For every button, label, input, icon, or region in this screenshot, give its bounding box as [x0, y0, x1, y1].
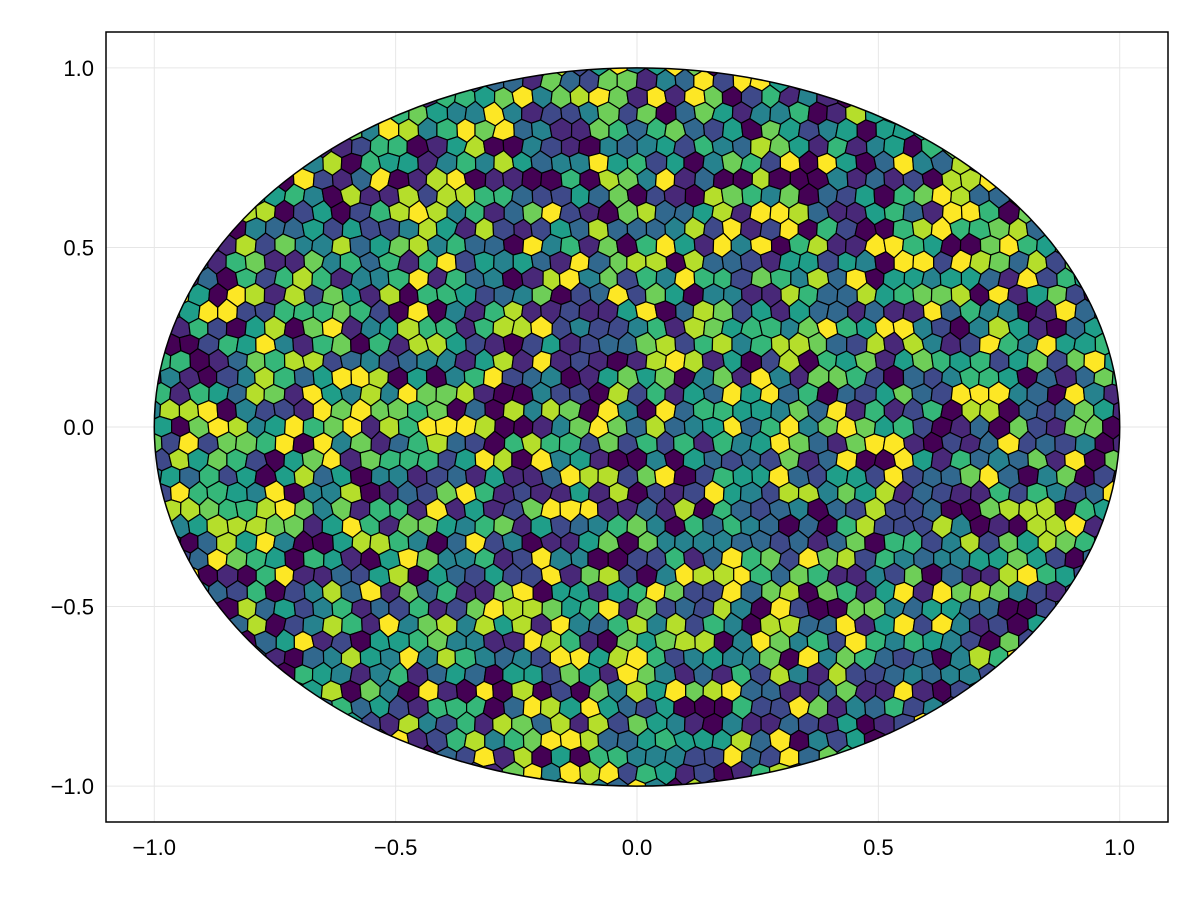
disk-boundary: [153, 67, 1121, 787]
y-tick-label: 1.0: [63, 56, 94, 81]
voronoi-cell: [1044, 216, 1067, 242]
voronoi-cell: [999, 166, 1020, 191]
voronoi-cell: [531, 67, 552, 77]
voronoi-cell: [207, 216, 229, 242]
voronoi-cell: [1034, 202, 1058, 224]
voronoi-cell: [806, 70, 829, 92]
voronoi-cell: [1006, 647, 1028, 671]
voronoi-cell: [968, 679, 991, 705]
voronoi-cell: [1122, 449, 1143, 470]
voronoi-cell: [511, 779, 535, 787]
voronoi-cell: [741, 779, 762, 787]
voronoi-cell: [740, 67, 762, 77]
voronoi-cell: [154, 317, 172, 339]
x-tick-label: −1.0: [133, 835, 176, 860]
voronoi-cell: [207, 612, 228, 636]
voronoi-cell: [398, 745, 420, 769]
voronoi-cell: [216, 199, 239, 224]
voronoi-cell: [854, 86, 876, 108]
voronoi-cell: [854, 744, 878, 768]
voronoi-cell: [133, 449, 152, 470]
x-tick-label: 0.0: [622, 835, 653, 860]
axes-frame: [105, 31, 1169, 823]
voronoi-cell: [445, 69, 468, 93]
voronoi-cell: [216, 630, 239, 653]
voronoi-cell: [996, 661, 1020, 688]
voronoi-cell: [1103, 515, 1120, 537]
voronoi-cell: [187, 580, 210, 604]
x-tick-label: 1.0: [1104, 835, 1135, 860]
y-tick-label: 0.5: [63, 235, 94, 260]
voronoi-cell: [255, 167, 278, 191]
voronoi-cell: [664, 777, 687, 787]
voronoi-cell: [627, 778, 648, 787]
voronoi-cell: [1122, 382, 1143, 405]
voronoi-cell: [154, 333, 162, 355]
y-tick-label: −1.0: [51, 774, 94, 799]
voronoi-cell: [893, 713, 916, 736]
voronoi-cell: [1111, 334, 1120, 356]
x-axis: −1.0 −0.5 0.0 0.5 1.0: [133, 835, 1135, 860]
voronoi-cell: [807, 761, 830, 785]
voronoi-cell: [1045, 614, 1067, 638]
x-tick-label: −0.5: [374, 835, 417, 860]
voronoi-cell: [397, 84, 420, 110]
voronoi-cell: [168, 548, 192, 572]
y-tick-label: 0.0: [63, 415, 94, 440]
voronoi-cell: [511, 67, 534, 77]
voronoi-cell: [1036, 630, 1057, 655]
y-axis: −1.0 −0.5 0.0 0.5 1.0: [51, 56, 94, 799]
voronoi-cell: [254, 662, 276, 686]
voronoi-cell: [310, 697, 334, 720]
voronoi-cell: [721, 778, 743, 787]
voronoi-cell: [531, 776, 552, 787]
voronoi-cell: [131, 384, 152, 405]
voronoi-cells: [131, 67, 1143, 787]
x-tick-label: 0.5: [863, 835, 894, 860]
voronoi-cell: [768, 762, 791, 784]
voronoi-cell: [644, 777, 667, 787]
voronoi-cell: [1112, 498, 1120, 521]
voronoi-cell: [721, 67, 744, 76]
voronoi-cell: [522, 762, 543, 785]
voronoi-cell: [606, 777, 629, 787]
voronoi-cell: [154, 498, 162, 523]
y-tick-label: −0.5: [51, 595, 94, 620]
voronoi-cell: [444, 760, 468, 786]
